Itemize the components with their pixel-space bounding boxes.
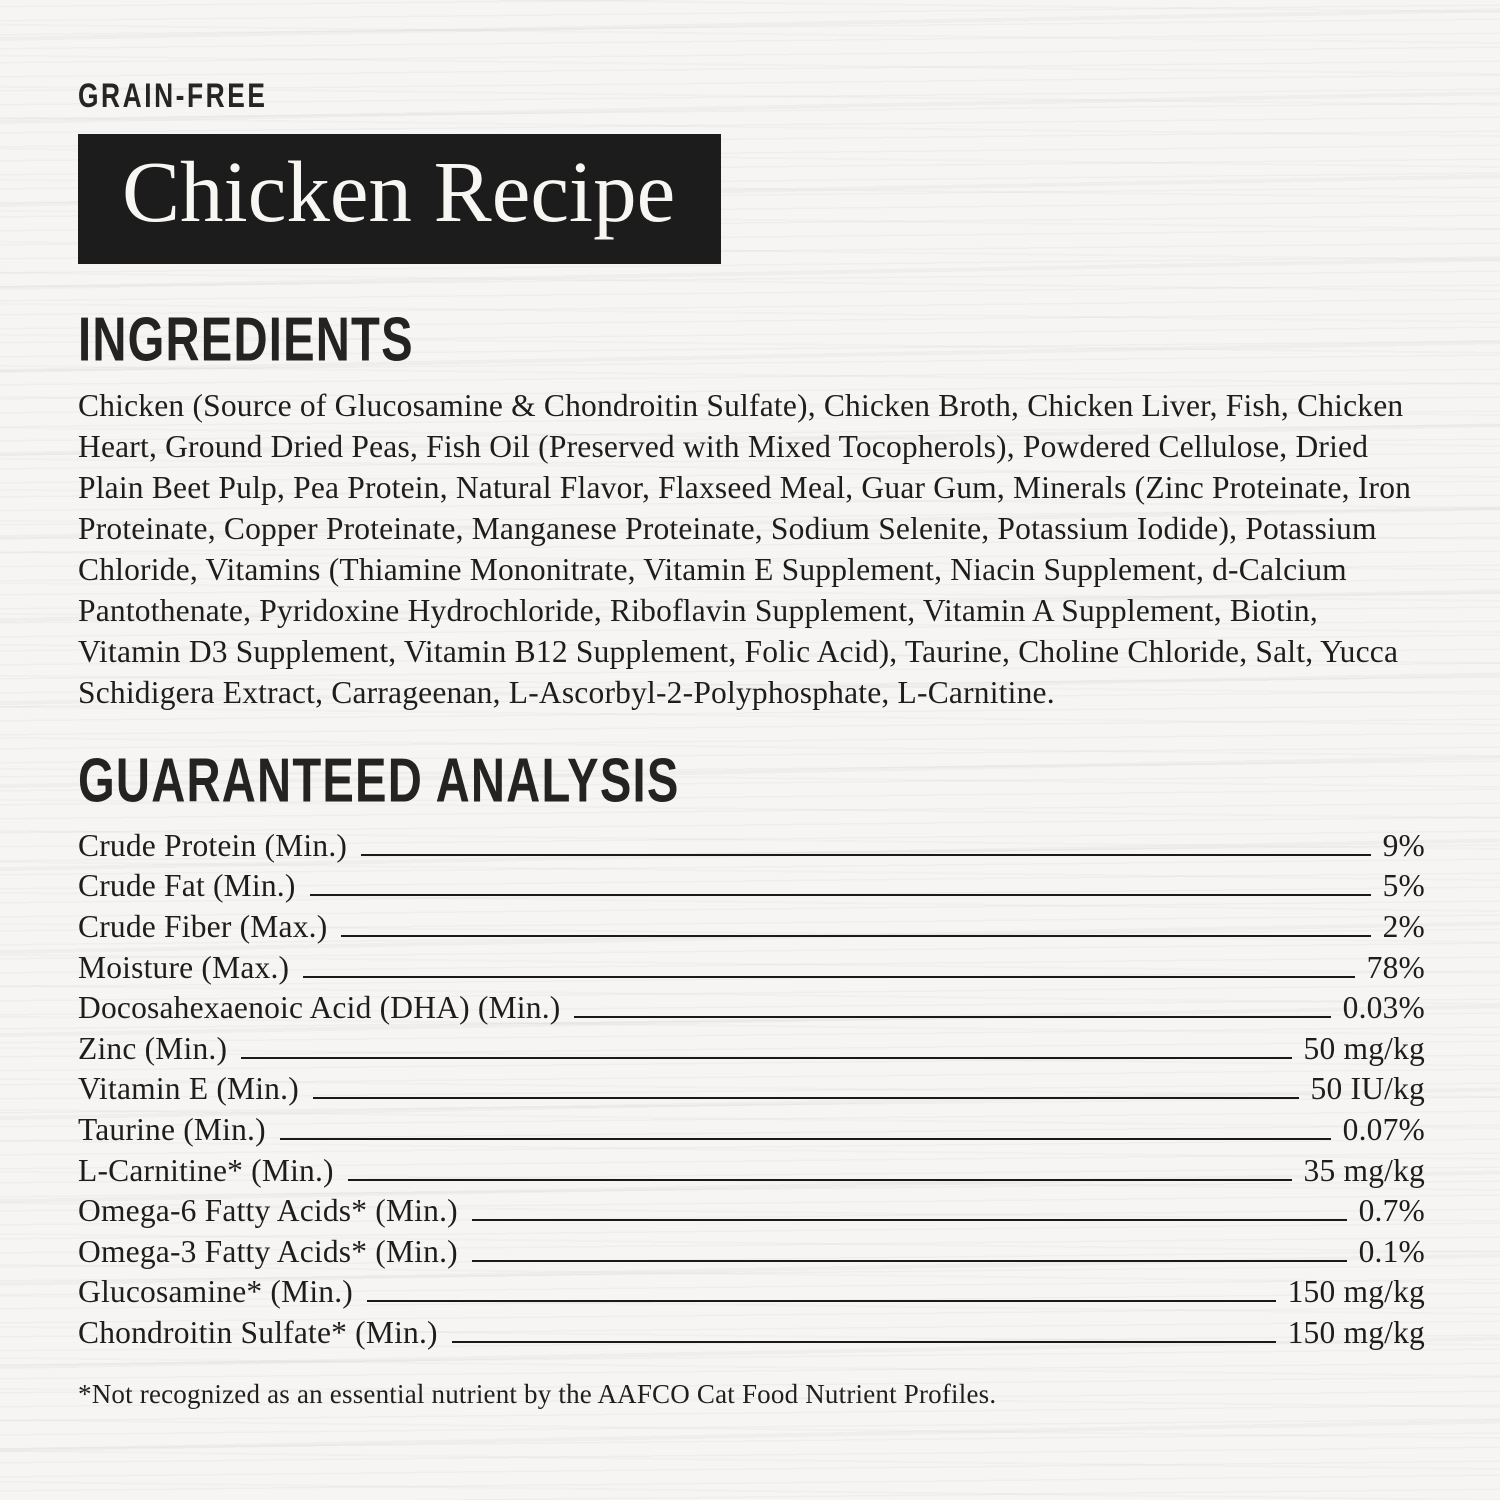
leader-line	[347, 1178, 1292, 1181]
table-row: L-Carnitine* (Min.) 35 mg/kg	[78, 1151, 1425, 1192]
guaranteed-analysis-heading: GUARANTEED ANALYSIS	[78, 745, 680, 816]
nutrient-value: 0.1%	[1358, 1233, 1425, 1269]
table-row: Glucosamine* (Min.) 150 mg/kg	[78, 1272, 1425, 1313]
nutrient-label: L-Carnitine* (Min.)	[78, 1152, 334, 1188]
leader-line	[341, 934, 1371, 937]
leader-line	[279, 1137, 1331, 1140]
nutrient-value: 150 mg/kg	[1287, 1314, 1425, 1350]
nutrient-label: Moisture (Max.)	[78, 949, 290, 985]
nutrient-value: 9%	[1382, 827, 1425, 863]
table-row: Crude Fat (Min.) 5%	[78, 866, 1425, 907]
guaranteed-analysis-table: Crude Protein (Min.) 9% Crude Fat (Min.)…	[78, 826, 1425, 1354]
leader-line	[303, 975, 1355, 978]
nutrient-value: 0.7%	[1358, 1193, 1425, 1229]
nutrient-value: 50 mg/kg	[1303, 1030, 1425, 1066]
nutrient-value: 0.03%	[1342, 990, 1425, 1026]
table-row: Docosahexaenoic Acid (DHA) (Min.) 0.03%	[78, 988, 1425, 1029]
leader-line	[471, 1219, 1347, 1222]
nutrient-label: Glucosamine* (Min.)	[78, 1274, 353, 1310]
guaranteed-analysis-section: GUARANTEED ANALYSIS Crude Protein (Min.)…	[78, 747, 1425, 1354]
leader-line	[241, 1056, 1292, 1059]
nutrient-value: 0.07%	[1342, 1111, 1425, 1147]
table-row: Taurine (Min.) 0.07%	[78, 1110, 1425, 1151]
nutrient-value: 78%	[1366, 949, 1425, 985]
recipe-title: Chicken Recipe	[122, 143, 676, 240]
leader-line	[309, 894, 1371, 897]
title-banner-row: Chicken Recipe	[78, 114, 1425, 264]
table-row: Moisture (Max.) 78%	[78, 948, 1425, 989]
nutrient-label: Omega-6 Fatty Acids* (Min.)	[78, 1193, 458, 1229]
nutrient-label: Taurine (Min.)	[78, 1111, 266, 1147]
leader-line	[312, 1097, 1299, 1100]
table-row: Omega-6 Fatty Acids* (Min.) 0.7%	[78, 1191, 1425, 1232]
nutrient-label: Docosahexaenoic Acid (DHA) (Min.)	[78, 990, 561, 1026]
nutrient-value: 5%	[1382, 868, 1425, 904]
grain-free-badge: GRAIN-FREE	[78, 76, 268, 115]
nutrient-label: Vitamin E (Min.)	[78, 1071, 299, 1107]
nutrient-value: 35 mg/kg	[1303, 1152, 1425, 1188]
table-row: Vitamin E (Min.) 50 IU/kg	[78, 1069, 1425, 1110]
title-banner: Chicken Recipe	[78, 134, 722, 264]
table-row: Crude Fiber (Max.) 2%	[78, 907, 1425, 948]
leader-line	[367, 1300, 1276, 1303]
nutrient-value: 150 mg/kg	[1287, 1274, 1425, 1310]
table-row: Zinc (Min.) 50 mg/kg	[78, 1029, 1425, 1070]
nutrient-value: 50 IU/kg	[1310, 1071, 1425, 1107]
nutrient-label: Zinc (Min.)	[78, 1030, 228, 1066]
ingredients-heading: INGREDIENTS	[78, 303, 414, 374]
ingredients-text: Chicken (Source of Glucosamine & Chondro…	[78, 388, 1412, 711]
leader-line	[361, 853, 1371, 856]
nutrient-label: Chondroitin Sulfate* (Min.)	[78, 1314, 438, 1350]
ingredients-section: INGREDIENTS Chicken (Source of Glucosami…	[78, 306, 1425, 714]
nutrient-label: Crude Protein (Min.)	[78, 827, 348, 863]
aafco-footnote: *Not recognized as an essential nutrient…	[78, 1379, 997, 1410]
leader-line	[451, 1340, 1276, 1343]
nutrient-value: 2%	[1382, 908, 1425, 944]
nutrient-label: Crude Fiber (Max.)	[78, 908, 328, 944]
nutrient-label: Crude Fat (Min.)	[78, 868, 296, 904]
nutrient-label: Omega-3 Fatty Acids* (Min.)	[78, 1233, 458, 1269]
table-row: Crude Protein (Min.) 9%	[78, 826, 1425, 867]
table-row: Omega-3 Fatty Acids* (Min.) 0.1%	[78, 1232, 1425, 1273]
leader-line	[574, 1016, 1331, 1019]
leader-line	[471, 1259, 1347, 1262]
table-row: Chondroitin Sulfate* (Min.) 150 mg/kg	[78, 1313, 1425, 1354]
